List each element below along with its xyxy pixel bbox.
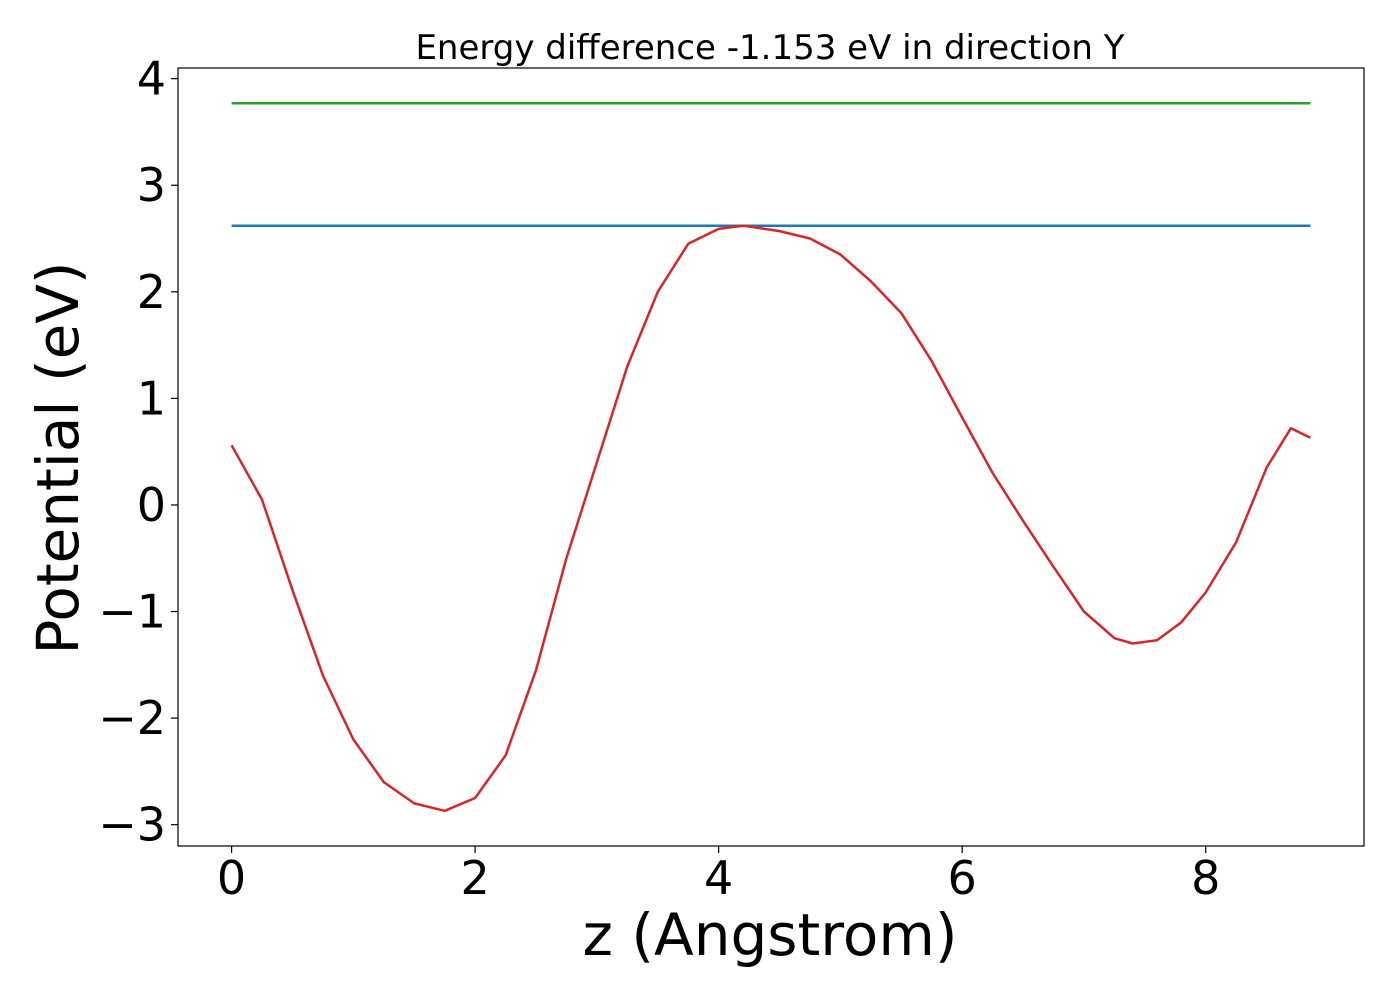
x-tick-label: 2 [460,851,489,905]
x-tick-label: 0 [217,851,246,905]
x-tick-label: 4 [704,851,733,905]
x-axis-label: z (Angstrom) [583,901,958,969]
y-tick-label: 3 [137,158,166,212]
x-tick-label: 8 [1191,851,1220,905]
y-tick-label: 2 [137,265,166,319]
y-tick-label: −3 [98,798,166,852]
y-tick-label: 4 [137,52,166,106]
series-line-2 [230,224,1311,813]
y-tick-label: −2 [98,691,166,745]
axes-frame [177,67,1365,847]
y-axis-label: Potential (eV) [24,261,92,654]
y-tick-label: 1 [137,371,166,425]
x-tick-label: 6 [948,851,977,905]
plot-area: 0 2 4 6 8 −3 −2 −1 0 1 2 3 4 [98,52,1365,905]
y-tick-label: −1 [98,585,166,639]
y-tick-label: 0 [137,478,166,532]
chart-title: Energy difference -1.153 eV in direction… [415,28,1124,68]
